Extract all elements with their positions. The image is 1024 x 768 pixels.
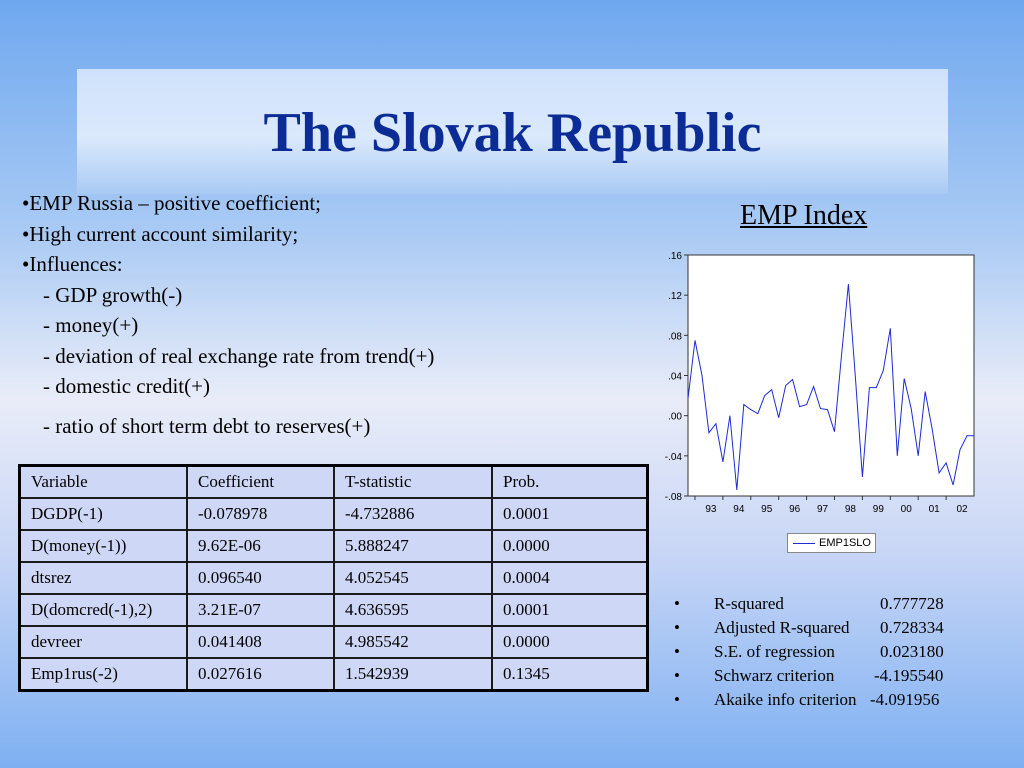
table-cell: dtsrez xyxy=(18,561,188,595)
plot-area xyxy=(687,254,975,497)
table-cell: 0.0001 xyxy=(491,593,649,627)
table-cell: Variable xyxy=(18,464,188,499)
bullet-dot: • xyxy=(674,666,680,685)
sub-bullet-item: - ratio of short term debt to reserves(+… xyxy=(43,413,371,438)
table-cell: devreer xyxy=(18,625,188,659)
table-cell: 1.542939 xyxy=(333,657,493,692)
bullet-dot: • xyxy=(674,690,680,709)
stat-value: -4.091956 xyxy=(870,690,940,709)
table-header-row: Variable Coefficient T-statistic Prob. xyxy=(18,464,649,499)
x-tick-label: 01 xyxy=(929,504,941,515)
x-tick-label: 97 xyxy=(817,504,829,515)
x-tick-label: 99 xyxy=(873,504,885,515)
bullet-dot: • xyxy=(674,618,680,637)
table-cell: 4.985542 xyxy=(333,625,493,659)
table-cell: 0.0000 xyxy=(491,529,649,563)
stat-label: S.E. of regression xyxy=(714,642,835,661)
table-cell: D(domcred(-1),2) xyxy=(18,593,188,627)
legend-line-swatch xyxy=(793,542,815,544)
y-tick-label: .08 xyxy=(668,331,682,342)
sub-bullet-item: - money(+) xyxy=(43,313,139,337)
bullet-dot: • xyxy=(674,642,680,661)
table-row: dtsrez 0.096540 4.052545 0.0004 xyxy=(18,561,649,595)
table-cell: 0.1345 xyxy=(491,657,649,692)
y-tick-label: -.04 xyxy=(665,452,683,463)
table-row: D(domcred(-1),2) 3.21E-07 4.636595 0.0001 xyxy=(18,593,649,627)
table-cell: T-statistic xyxy=(333,464,493,499)
y-tick-label: .12 xyxy=(668,291,682,302)
table-row: devreer 0.041408 4.985542 0.0000 xyxy=(18,625,649,659)
x-tick-label: 02 xyxy=(956,504,968,515)
y-tick-label: .16 xyxy=(668,251,682,262)
x-tick-label: 94 xyxy=(733,504,745,515)
stat-label: Akaike info criterion xyxy=(714,690,857,709)
regression-table: Variable Coefficient T-statistic Prob. DGDP(… xyxy=(18,464,649,692)
sub-bullet-item: - domestic credit(+) xyxy=(43,374,210,398)
title-band xyxy=(77,69,948,194)
sub-bullet-item: - GDP growth(-) xyxy=(43,282,183,307)
y-tick-label: .04 xyxy=(668,372,682,383)
chart-legend: EMP1SLO xyxy=(787,533,876,553)
table-cell: 0.0001 xyxy=(491,497,649,531)
table-cell: 0.0000 xyxy=(491,625,649,659)
stat-value: 0.777728 xyxy=(880,594,944,613)
table-row: D(money(-1)) 9.62E-06 5.888247 0.0000 xyxy=(18,529,649,563)
table-cell: 0.096540 xyxy=(186,561,335,595)
table-cell: 5.888247 xyxy=(333,529,493,563)
x-tick-label: 00 xyxy=(901,504,913,515)
x-tick-label: 98 xyxy=(845,504,857,515)
table-cell: D(money(-1)) xyxy=(18,529,188,563)
table-cell: 4.052545 xyxy=(333,561,493,595)
bullet-item: •EMP Russia – positive coefficient; xyxy=(22,191,321,215)
bullet-list: •EMP Russia – positive coefficient; •Hig… xyxy=(22,188,434,441)
slide-title: The Slovak Republic xyxy=(263,102,762,164)
table-cell: 9.62E-06 xyxy=(186,529,335,563)
chart-title: EMP Index xyxy=(740,200,868,231)
sub-bullet-item: - deviation of real exchange rate from t… xyxy=(43,343,435,368)
table-cell: DGDP(-1) xyxy=(18,497,188,531)
stat-label: Adjusted R-squared xyxy=(714,618,850,637)
table-cell: Prob. xyxy=(491,464,649,499)
y-tick-label: .00 xyxy=(668,412,682,423)
x-tick-label: 95 xyxy=(761,504,773,515)
stat-value: 0.728334 xyxy=(880,618,944,637)
table-cell: -0.078978 xyxy=(186,497,335,531)
table-row: Emp1rus(-2) 0.027616 1.542939 0.1345 xyxy=(18,657,649,692)
stat-label: Schwarz criterion xyxy=(714,666,835,685)
table-cell: -4.732886 xyxy=(333,497,493,531)
stat-value: 0.023180 xyxy=(880,642,944,661)
x-tick-label: 96 xyxy=(789,504,801,515)
bullet-item: •High current account similarity; xyxy=(22,221,299,246)
stat-value: -4.195540 xyxy=(874,666,944,685)
stat-label: R-squared xyxy=(714,594,784,613)
y-tick-label: -.08 xyxy=(665,492,683,503)
y-axis-ticks: .16 .12 .08 .04 .00 -.04 -.08 xyxy=(665,251,688,503)
table-cell: 3.21E-07 xyxy=(186,593,335,627)
table-cell: Coefficient xyxy=(186,464,335,499)
x-tick-label: 93 xyxy=(705,504,717,515)
table-cell: Emp1rus(-2) xyxy=(18,657,188,692)
table-cell: 0.0004 xyxy=(491,561,649,595)
x-axis-ticks: 93 94 95 96 97 98 99 00 01 02 xyxy=(694,496,968,515)
bullet-item: •Influences: xyxy=(22,252,123,276)
table-cell: 4.636595 xyxy=(333,593,493,627)
legend-label: EMP1SLO xyxy=(819,537,871,549)
emp-index-chart: .16 .12 .08 .04 .00 -.04 -.08 93 94 95 96 97 98 99 00… xyxy=(665,251,975,515)
bullet-dot: • xyxy=(674,594,680,613)
series-line-emp1slo xyxy=(687,284,974,491)
table-cell: 0.027616 xyxy=(186,657,335,692)
table-row: DGDP(-1) -0.078978 -4.732886 0.0001 xyxy=(18,497,649,531)
table-cell: 0.041408 xyxy=(186,625,335,659)
